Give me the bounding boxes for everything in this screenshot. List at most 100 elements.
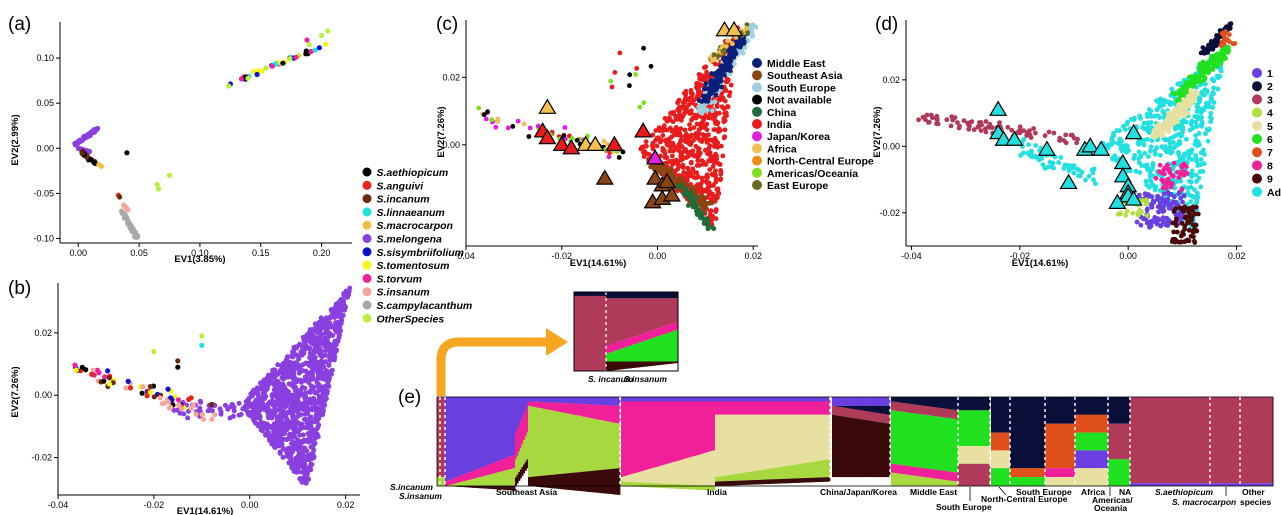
data-point <box>700 104 706 109</box>
data-point <box>316 412 322 418</box>
data-point <box>291 408 297 413</box>
data-point <box>333 342 338 348</box>
panel-label-e: (e) <box>398 387 421 408</box>
data-point <box>710 225 715 231</box>
legend-label: 5 <box>1267 121 1273 133</box>
data-point <box>246 410 252 416</box>
data-point <box>1163 222 1169 228</box>
data-point <box>269 379 275 385</box>
data-point <box>1179 186 1185 192</box>
x-tick-label: 0.10 <box>191 248 209 258</box>
data-point <box>197 405 203 411</box>
data-point <box>926 119 932 125</box>
data-point <box>695 182 701 187</box>
y-tick-label: 0.10 <box>36 53 54 63</box>
legend-swatch <box>1252 94 1262 105</box>
data-point <box>263 393 269 399</box>
legend-label: S.melongena <box>377 234 443 246</box>
data-point <box>86 132 92 139</box>
data-point <box>1186 238 1192 244</box>
chart-b-y-label: EV2(7.26%) <box>10 366 21 417</box>
data-point <box>1143 201 1149 207</box>
data-point <box>1135 212 1141 218</box>
x-tick-label: 0.02 <box>744 251 762 261</box>
data-point <box>1198 184 1204 190</box>
data-point <box>1153 184 1159 190</box>
data-point <box>930 115 935 121</box>
data-point <box>695 135 700 141</box>
x-tick-label: -0.04 <box>901 251 922 261</box>
data-point <box>715 186 721 192</box>
data-point <box>716 110 722 116</box>
y-tick-label: 0.05 <box>36 98 54 108</box>
data-point <box>691 174 697 180</box>
data-point <box>259 428 265 434</box>
data-point <box>1064 162 1070 168</box>
data-point <box>288 369 294 375</box>
data-point <box>1155 193 1161 199</box>
data-point <box>291 382 297 388</box>
data-point <box>733 38 739 44</box>
data-point <box>685 137 691 142</box>
data-point <box>609 84 615 90</box>
data-point <box>1166 205 1172 211</box>
data-point <box>1026 142 1031 148</box>
data-point <box>308 444 314 450</box>
legend-label: Americas/Oceania <box>767 168 858 180</box>
data-point <box>664 141 670 147</box>
data-point <box>270 394 275 400</box>
data-point <box>306 370 312 376</box>
data-point <box>1176 102 1182 107</box>
data-point <box>190 402 197 408</box>
data-point <box>1211 100 1217 105</box>
data-point <box>669 129 675 134</box>
data-point <box>719 104 725 110</box>
legend-label: China <box>767 107 796 119</box>
data-point <box>1168 135 1174 141</box>
chart-b-ticks: -0.04 -0.02 0.00 0.02-0.020.000.02 <box>31 328 354 510</box>
data-point <box>1194 190 1200 196</box>
data-point <box>685 203 691 208</box>
data-point <box>1165 115 1171 121</box>
data-point <box>1201 152 1207 157</box>
data-point <box>678 157 684 163</box>
data-point <box>300 334 306 340</box>
data-point <box>247 400 253 406</box>
data-point <box>300 368 306 374</box>
data-point <box>1181 161 1187 167</box>
data-point <box>1226 32 1232 37</box>
data-point <box>336 335 342 341</box>
data-point <box>699 99 705 104</box>
data-point <box>279 375 285 381</box>
orange-arrow-icon <box>436 337 548 396</box>
data-point <box>1162 144 1168 150</box>
data-point <box>721 47 727 53</box>
data-point <box>1159 177 1165 183</box>
data-point <box>1149 194 1155 200</box>
data-point <box>284 411 290 417</box>
legend-label: 2 <box>1267 81 1273 93</box>
data-point <box>304 37 310 43</box>
x-tick-label: -0.02 <box>144 500 165 510</box>
data-point <box>679 134 684 139</box>
data-point <box>311 455 317 461</box>
data-point <box>193 411 199 417</box>
data-point <box>713 121 719 126</box>
legend-swatch <box>752 131 762 142</box>
data-point <box>305 333 310 338</box>
x-tick-label: 0.00 <box>1119 251 1137 261</box>
data-point <box>648 63 654 69</box>
data-point <box>1152 113 1157 119</box>
data-point <box>1125 119 1130 125</box>
data-point <box>1218 43 1224 48</box>
legend-swatch <box>362 287 372 297</box>
data-point <box>274 414 280 420</box>
y-tick-label: 0.00 <box>36 143 54 153</box>
data-point <box>749 20 751 21</box>
data-point <box>720 95 726 101</box>
data-point <box>283 415 289 421</box>
chart-a: 0.00 0.05 0.10 0.15 0.20-0.10-0.050.000.050.… <box>10 22 472 325</box>
data-point <box>231 408 237 414</box>
data-point <box>713 168 718 174</box>
data-point <box>1160 109 1166 114</box>
